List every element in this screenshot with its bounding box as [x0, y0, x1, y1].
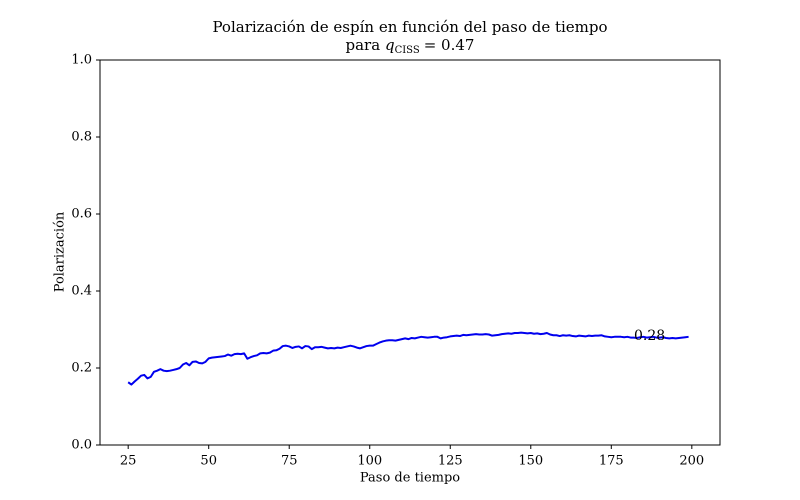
y-tick-label: 0.6 — [71, 207, 92, 222]
y-tick-label: 0.0 — [71, 438, 92, 453]
y-tick-label: 0.8 — [71, 130, 92, 145]
x-tick-label: 175 — [599, 454, 624, 469]
x-tick-label: 75 — [281, 454, 298, 469]
x-tick-label: 25 — [120, 454, 137, 469]
chart-title: Polarización de espín en función del pas… — [212, 18, 607, 36]
chart-subtitle: para qCISS = 0.47 — [346, 36, 475, 56]
subtitle-subscript: CISS — [395, 45, 420, 56]
y-tick-label: 1.0 — [71, 53, 92, 68]
annotation: 0.28 — [634, 328, 665, 344]
subtitle-symbol: q — [385, 36, 395, 54]
x-tick-label: 50 — [200, 454, 217, 469]
subtitle-suffix: = 0.47 — [424, 36, 475, 54]
subtitle-prefix: para — [346, 36, 381, 54]
y-tick-label: 0.4 — [71, 284, 92, 299]
y-axis-label: Polarización — [53, 211, 68, 292]
x-axis-label: Paso de tiempo — [360, 471, 460, 486]
x-tick-label: 200 — [679, 454, 704, 469]
x-tick-label: 125 — [438, 454, 463, 469]
x-tick-label: 150 — [518, 454, 543, 469]
y-tick-label: 0.2 — [71, 361, 92, 376]
data-line — [127, 331, 689, 386]
plot-frame — [99, 59, 721, 446]
x-tick-label: 100 — [357, 454, 382, 469]
